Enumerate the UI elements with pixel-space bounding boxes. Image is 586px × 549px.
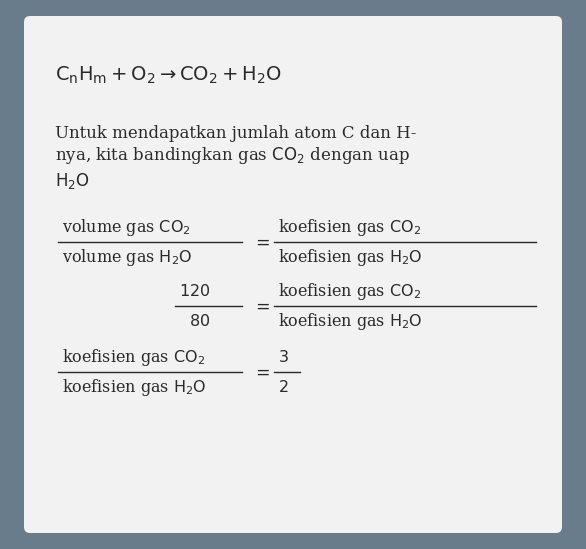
Text: koefisien gas $\mathrm{H_2O}$: koefisien gas $\mathrm{H_2O}$ — [278, 247, 423, 267]
Text: $\mathrm{H_2O}$: $\mathrm{H_2O}$ — [55, 171, 90, 191]
FancyBboxPatch shape — [24, 16, 562, 533]
Text: $=$: $=$ — [252, 233, 270, 250]
Text: koefisien gas $\mathrm{CO_2}$: koefisien gas $\mathrm{CO_2}$ — [278, 216, 421, 238]
Text: $120$: $120$ — [179, 283, 210, 300]
Text: Untuk mendapatkan jumlah atom C dan H-: Untuk mendapatkan jumlah atom C dan H- — [55, 126, 417, 143]
Text: koefisien gas $\mathrm{CO_2}$: koefisien gas $\mathrm{CO_2}$ — [278, 281, 421, 301]
Text: $\mathrm{C_nH_m + O_2 \rightarrow CO_2 + H_2O}$: $\mathrm{C_nH_m + O_2 \rightarrow CO_2 +… — [55, 64, 282, 86]
Text: $=$: $=$ — [252, 298, 270, 315]
Text: volume gas $\mathrm{CO_2}$: volume gas $\mathrm{CO_2}$ — [62, 216, 191, 238]
Text: $2$: $2$ — [278, 378, 288, 395]
Text: nya, kita bandingkan gas $\mathrm{CO_2}$ dengan uap: nya, kita bandingkan gas $\mathrm{CO_2}$… — [55, 145, 410, 166]
Text: koefisien gas $\mathrm{H_2O}$: koefisien gas $\mathrm{H_2O}$ — [62, 377, 206, 397]
Text: koefisien gas $\mathrm{H_2O}$: koefisien gas $\mathrm{H_2O}$ — [278, 311, 423, 332]
Text: $3$: $3$ — [278, 349, 289, 366]
Text: volume gas $\mathrm{H_2O}$: volume gas $\mathrm{H_2O}$ — [62, 247, 192, 267]
Text: $80$: $80$ — [189, 312, 210, 329]
Text: koefisien gas $\mathrm{CO_2}$: koefisien gas $\mathrm{CO_2}$ — [62, 346, 205, 367]
Text: $=$: $=$ — [252, 363, 270, 380]
